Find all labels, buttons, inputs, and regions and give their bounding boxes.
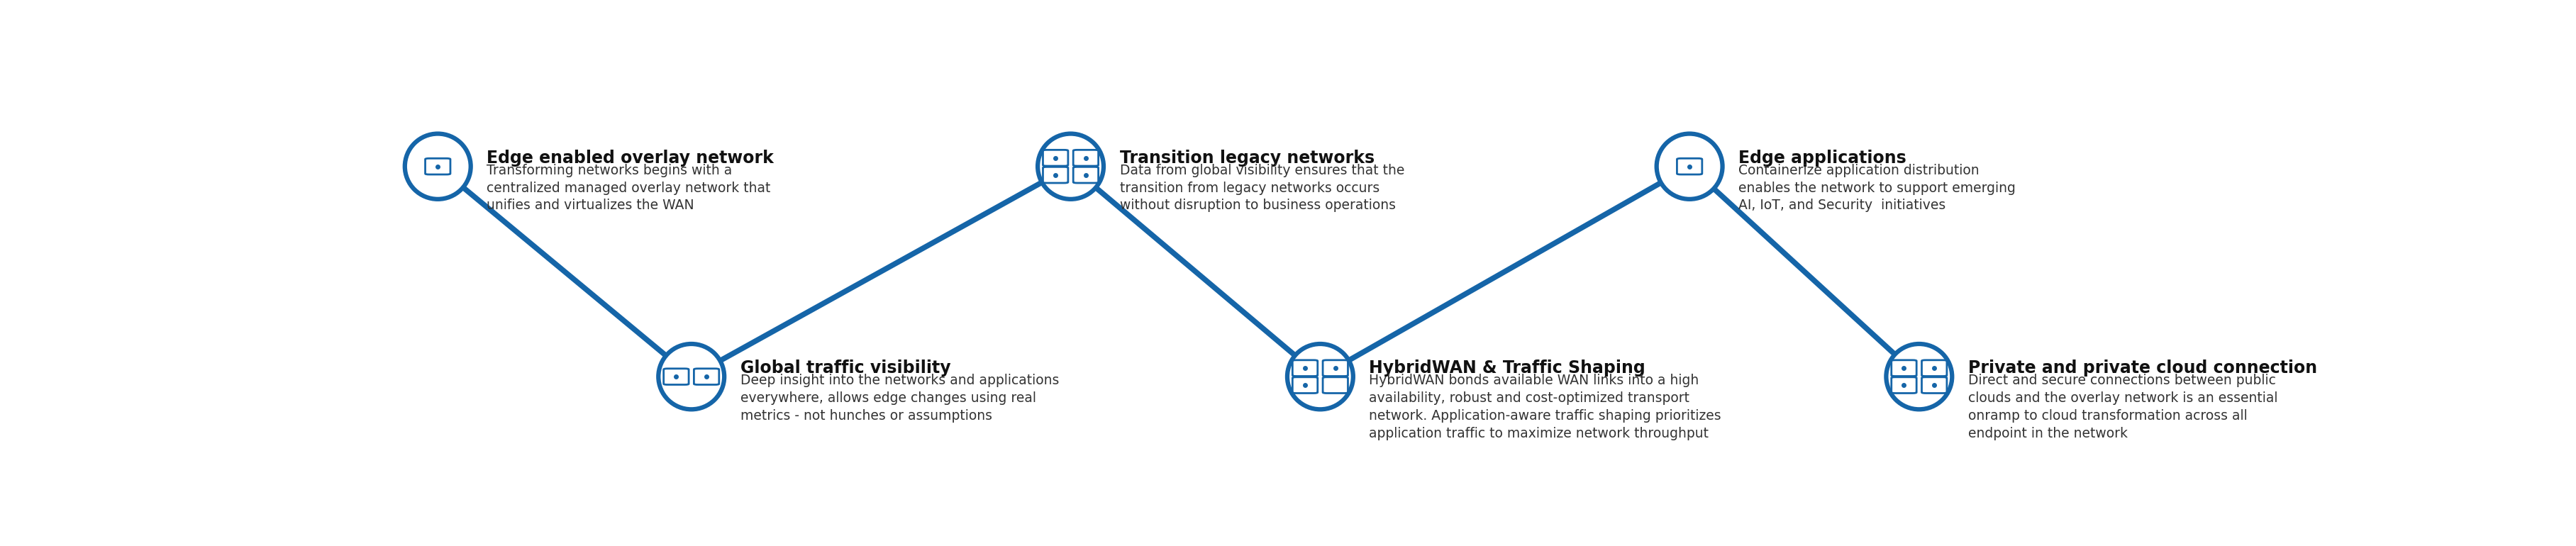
Ellipse shape [1886,344,1953,410]
Text: Edge applications: Edge applications [1739,150,1906,167]
Ellipse shape [1656,134,1723,199]
Text: Containerize application distribution
enables the network to support emerging
AI: Containerize application distribution en… [1739,164,2014,212]
Text: Data from global visibility ensures that the
transition from legacy networks occ: Data from global visibility ensures that… [1121,164,1404,212]
Text: Direct and secure connections between public
clouds and the overlay network is a: Direct and secure connections between pu… [1968,374,2277,440]
Text: HybridWAN & Traffic Shaping: HybridWAN & Traffic Shaping [1368,360,1646,377]
FancyBboxPatch shape [1293,360,1316,376]
FancyBboxPatch shape [425,158,451,175]
FancyBboxPatch shape [693,369,719,385]
FancyBboxPatch shape [1677,158,1703,175]
FancyBboxPatch shape [1324,377,1347,393]
FancyBboxPatch shape [1074,167,1097,183]
FancyBboxPatch shape [1074,150,1097,166]
FancyBboxPatch shape [1922,377,1947,393]
Ellipse shape [404,134,471,199]
FancyBboxPatch shape [1293,377,1316,393]
Ellipse shape [1288,344,1352,410]
FancyBboxPatch shape [1891,360,1917,376]
Text: Transforming networks begins with a
centralized managed overlay network that
uni: Transforming networks begins with a cent… [487,164,770,212]
FancyBboxPatch shape [1324,360,1347,376]
FancyBboxPatch shape [1043,150,1069,166]
FancyBboxPatch shape [1922,360,1947,376]
FancyBboxPatch shape [1891,377,1917,393]
FancyBboxPatch shape [665,369,688,385]
Text: Edge enabled overlay network: Edge enabled overlay network [487,150,773,167]
Text: Private and private cloud connection: Private and private cloud connection [1968,360,2316,377]
Text: Transition legacy networks: Transition legacy networks [1121,150,1373,167]
Text: Global traffic visibility: Global traffic visibility [739,360,951,377]
FancyBboxPatch shape [1043,167,1069,183]
Text: Deep insight into the networks and applications
everywhere, allows edge changes : Deep insight into the networks and appli… [739,374,1059,423]
Text: HybridWAN bonds available WAN links into a high
availability, robust and cost-op: HybridWAN bonds available WAN links into… [1368,374,1721,440]
Ellipse shape [659,344,724,410]
Ellipse shape [1038,134,1103,199]
